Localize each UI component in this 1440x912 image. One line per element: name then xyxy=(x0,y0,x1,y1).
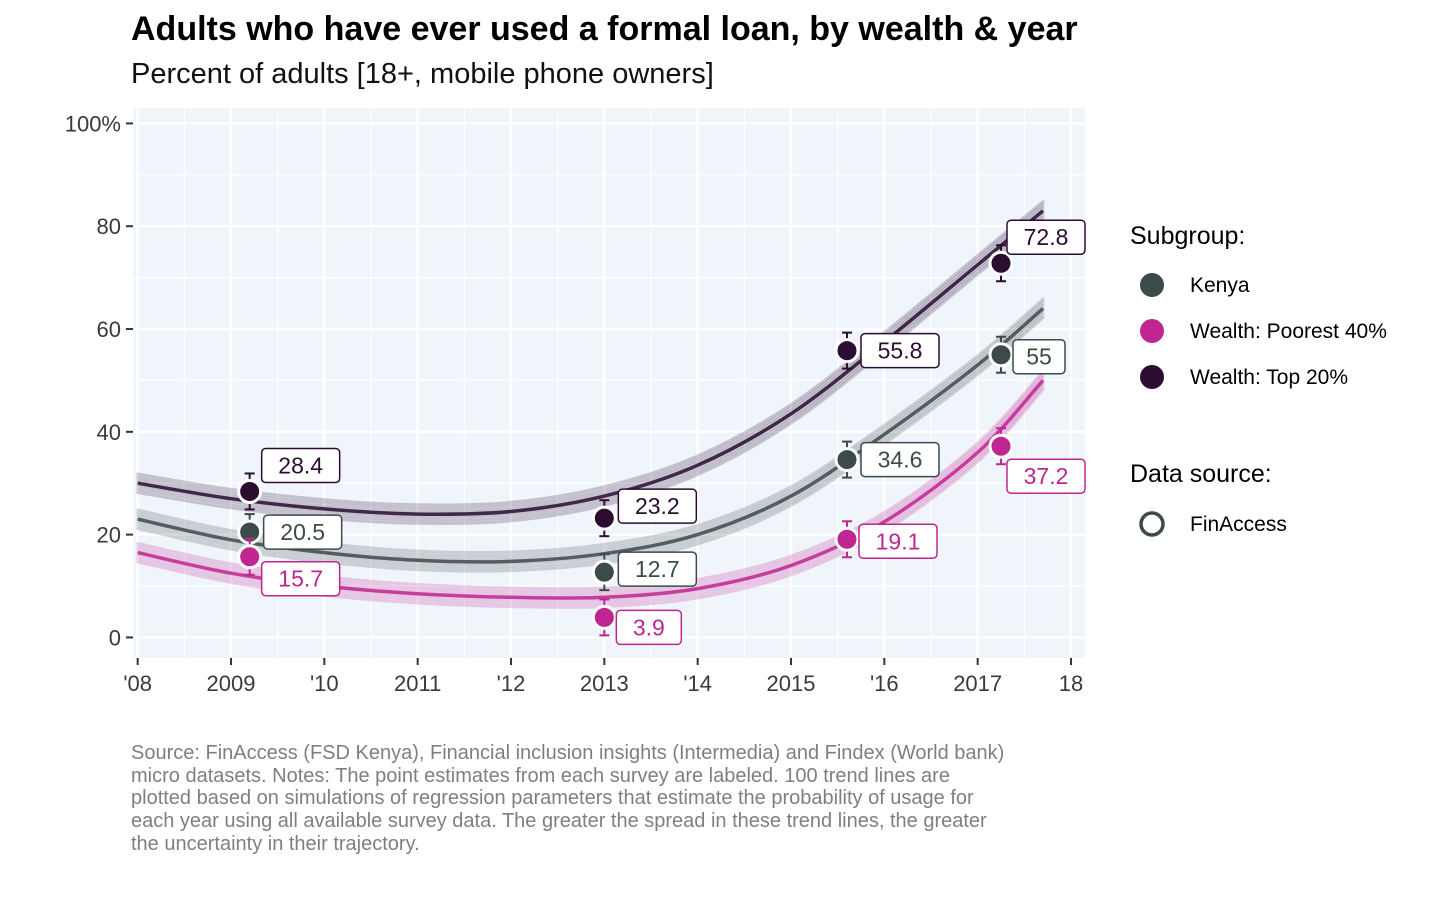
data-label-text: 12.7 xyxy=(635,556,680,582)
x-tick-label: 2017 xyxy=(953,671,1002,696)
y-axis: 0 20 40 60 80 100% xyxy=(65,111,133,650)
trend-line-wealth-top-20 xyxy=(136,203,1045,510)
legend: Subgroup: Kenya Wealth: Poorest 40% Wealth… xyxy=(1130,222,1387,537)
data-point-wealth-poorest-40 xyxy=(591,604,617,630)
legend-swatch xyxy=(1140,273,1164,297)
legend-swatch xyxy=(1140,319,1164,343)
trend-line-wealth-top-20 xyxy=(136,206,1045,513)
data-point-wealth-poorest-40 xyxy=(834,526,860,552)
data-label-wealth-poorest-40: 19.1 xyxy=(858,523,938,560)
data-label-wealth-top-20: 55.8 xyxy=(860,332,940,369)
data-label-box xyxy=(260,560,341,597)
x-tick-label: 2011 xyxy=(394,671,441,696)
trend-line-kenya xyxy=(136,313,1045,570)
y-tick-label: 40 xyxy=(97,420,121,445)
x-tick-label: '08 xyxy=(123,671,152,696)
data-point-kenya xyxy=(834,447,860,473)
data-label-text: 55.8 xyxy=(878,338,923,364)
chart-caption: Source: FinAccess (FSD Kenya), Financial… xyxy=(131,742,1005,855)
data-label-text: 15.7 xyxy=(278,566,323,592)
data-label-box xyxy=(615,609,683,646)
legend-source-label: FinAccess xyxy=(1190,513,1287,536)
data-label-text: 3.9 xyxy=(633,614,665,640)
trend-line-kenya xyxy=(137,307,1045,564)
y-tick-label: 20 xyxy=(97,523,121,548)
x-tick-label: '14 xyxy=(683,671,712,696)
trend-line-wealth-top-20 xyxy=(137,209,1045,517)
data-label-wealth-top-20: 72.8 xyxy=(1006,219,1086,255)
legend-source-title: Data source: xyxy=(1130,460,1272,488)
data-label-wealth-top-20: 28.4 xyxy=(260,447,341,484)
trend-line-wealth-top-20 xyxy=(136,212,1045,519)
data-label-box xyxy=(262,514,343,550)
x-axis: '08 2009 '10 2011 '12 2013 '14 2015 '16 2017 18 xyxy=(123,658,1083,696)
data-point-wealth-top-20 xyxy=(237,478,263,504)
data-label-box xyxy=(1006,458,1086,494)
trend-line-kenya xyxy=(136,310,1045,567)
y-tick-label: 100% xyxy=(65,111,121,136)
data-label-kenya: 12.7 xyxy=(617,551,698,587)
data-label-box xyxy=(1006,219,1086,255)
trend-line-wealth-top-20 xyxy=(136,215,1045,522)
data-label-wealth-top-20: 23.2 xyxy=(617,488,698,524)
data-point-wealth-top-20 xyxy=(988,250,1014,276)
data-point-kenya xyxy=(591,559,617,585)
x-tick-label: '10 xyxy=(310,671,339,696)
x-tick-label: 2009 xyxy=(207,671,256,696)
x-tick-label: '12 xyxy=(497,671,526,696)
data-label-text: 23.2 xyxy=(635,493,680,519)
data-point-wealth-top-20 xyxy=(591,505,617,531)
data-label-box xyxy=(260,447,341,484)
data-label-box xyxy=(1012,338,1066,375)
data-label-text: 20.5 xyxy=(280,519,325,545)
legend-label: Kenya xyxy=(1190,274,1250,297)
y-tick-label: 60 xyxy=(97,317,121,342)
data-label-box xyxy=(860,332,940,369)
data-label-kenya: 55 xyxy=(1012,338,1066,375)
x-tick-label: '16 xyxy=(870,671,899,696)
x-tick-label: 2013 xyxy=(580,671,629,696)
legend-source-swatch xyxy=(1139,511,1165,537)
data-label-wealth-poorest-40: 15.7 xyxy=(260,560,341,597)
data-label-text: 34.6 xyxy=(878,447,923,473)
x-tick-label: 2015 xyxy=(767,671,816,696)
data-label-text: 55 xyxy=(1026,344,1052,370)
data-labels: 20.5 12.7 34.6 55 15.7 3.9 19.1 37.2 28.4 23.2 55.… xyxy=(260,219,1086,646)
data-label-box xyxy=(617,551,698,587)
data-point-kenya xyxy=(988,342,1014,368)
data-label-text: 19.1 xyxy=(876,528,921,554)
grid-minor xyxy=(133,108,1085,658)
data-label-box xyxy=(617,488,698,524)
data-label-wealth-poorest-40: 3.9 xyxy=(615,609,683,646)
data-label-box xyxy=(858,523,938,560)
legend-source-items: FinAccess xyxy=(1139,511,1287,537)
chart-subtitle: Percent of adults [18+, mobile phone own… xyxy=(131,58,714,90)
trend-line-wealth-top-20 xyxy=(136,200,1045,507)
data-label-box xyxy=(860,441,940,478)
data-point-wealth-poorest-40 xyxy=(237,544,263,570)
data-point-wealth-top-20 xyxy=(834,338,860,364)
data-label-kenya: 34.6 xyxy=(860,441,940,478)
y-tick-label: 80 xyxy=(97,214,121,239)
chart-title: Adults who have ever used a formal loan,… xyxy=(131,10,1078,48)
data-label-wealth-poorest-40: 37.2 xyxy=(1006,458,1086,494)
legend-label: Wealth: Poorest 40% xyxy=(1190,320,1387,343)
y-tick-label: 0 xyxy=(109,625,121,650)
data-label-text: 28.4 xyxy=(278,452,323,478)
legend-series-items: Kenya Wealth: Poorest 40% Wealth: Top 20% xyxy=(1140,273,1387,389)
data-points xyxy=(237,244,1014,637)
legend-label: Wealth: Top 20% xyxy=(1190,366,1348,389)
x-tick-label: 18 xyxy=(1059,671,1083,696)
legend-subgroup-title: Subgroup: xyxy=(1130,222,1245,250)
data-label-text: 37.2 xyxy=(1024,463,1069,489)
legend-swatch xyxy=(1140,365,1164,389)
data-label-text: 72.8 xyxy=(1024,224,1069,250)
data-label-kenya: 20.5 xyxy=(262,514,343,550)
data-point-wealth-poorest-40 xyxy=(988,433,1014,459)
